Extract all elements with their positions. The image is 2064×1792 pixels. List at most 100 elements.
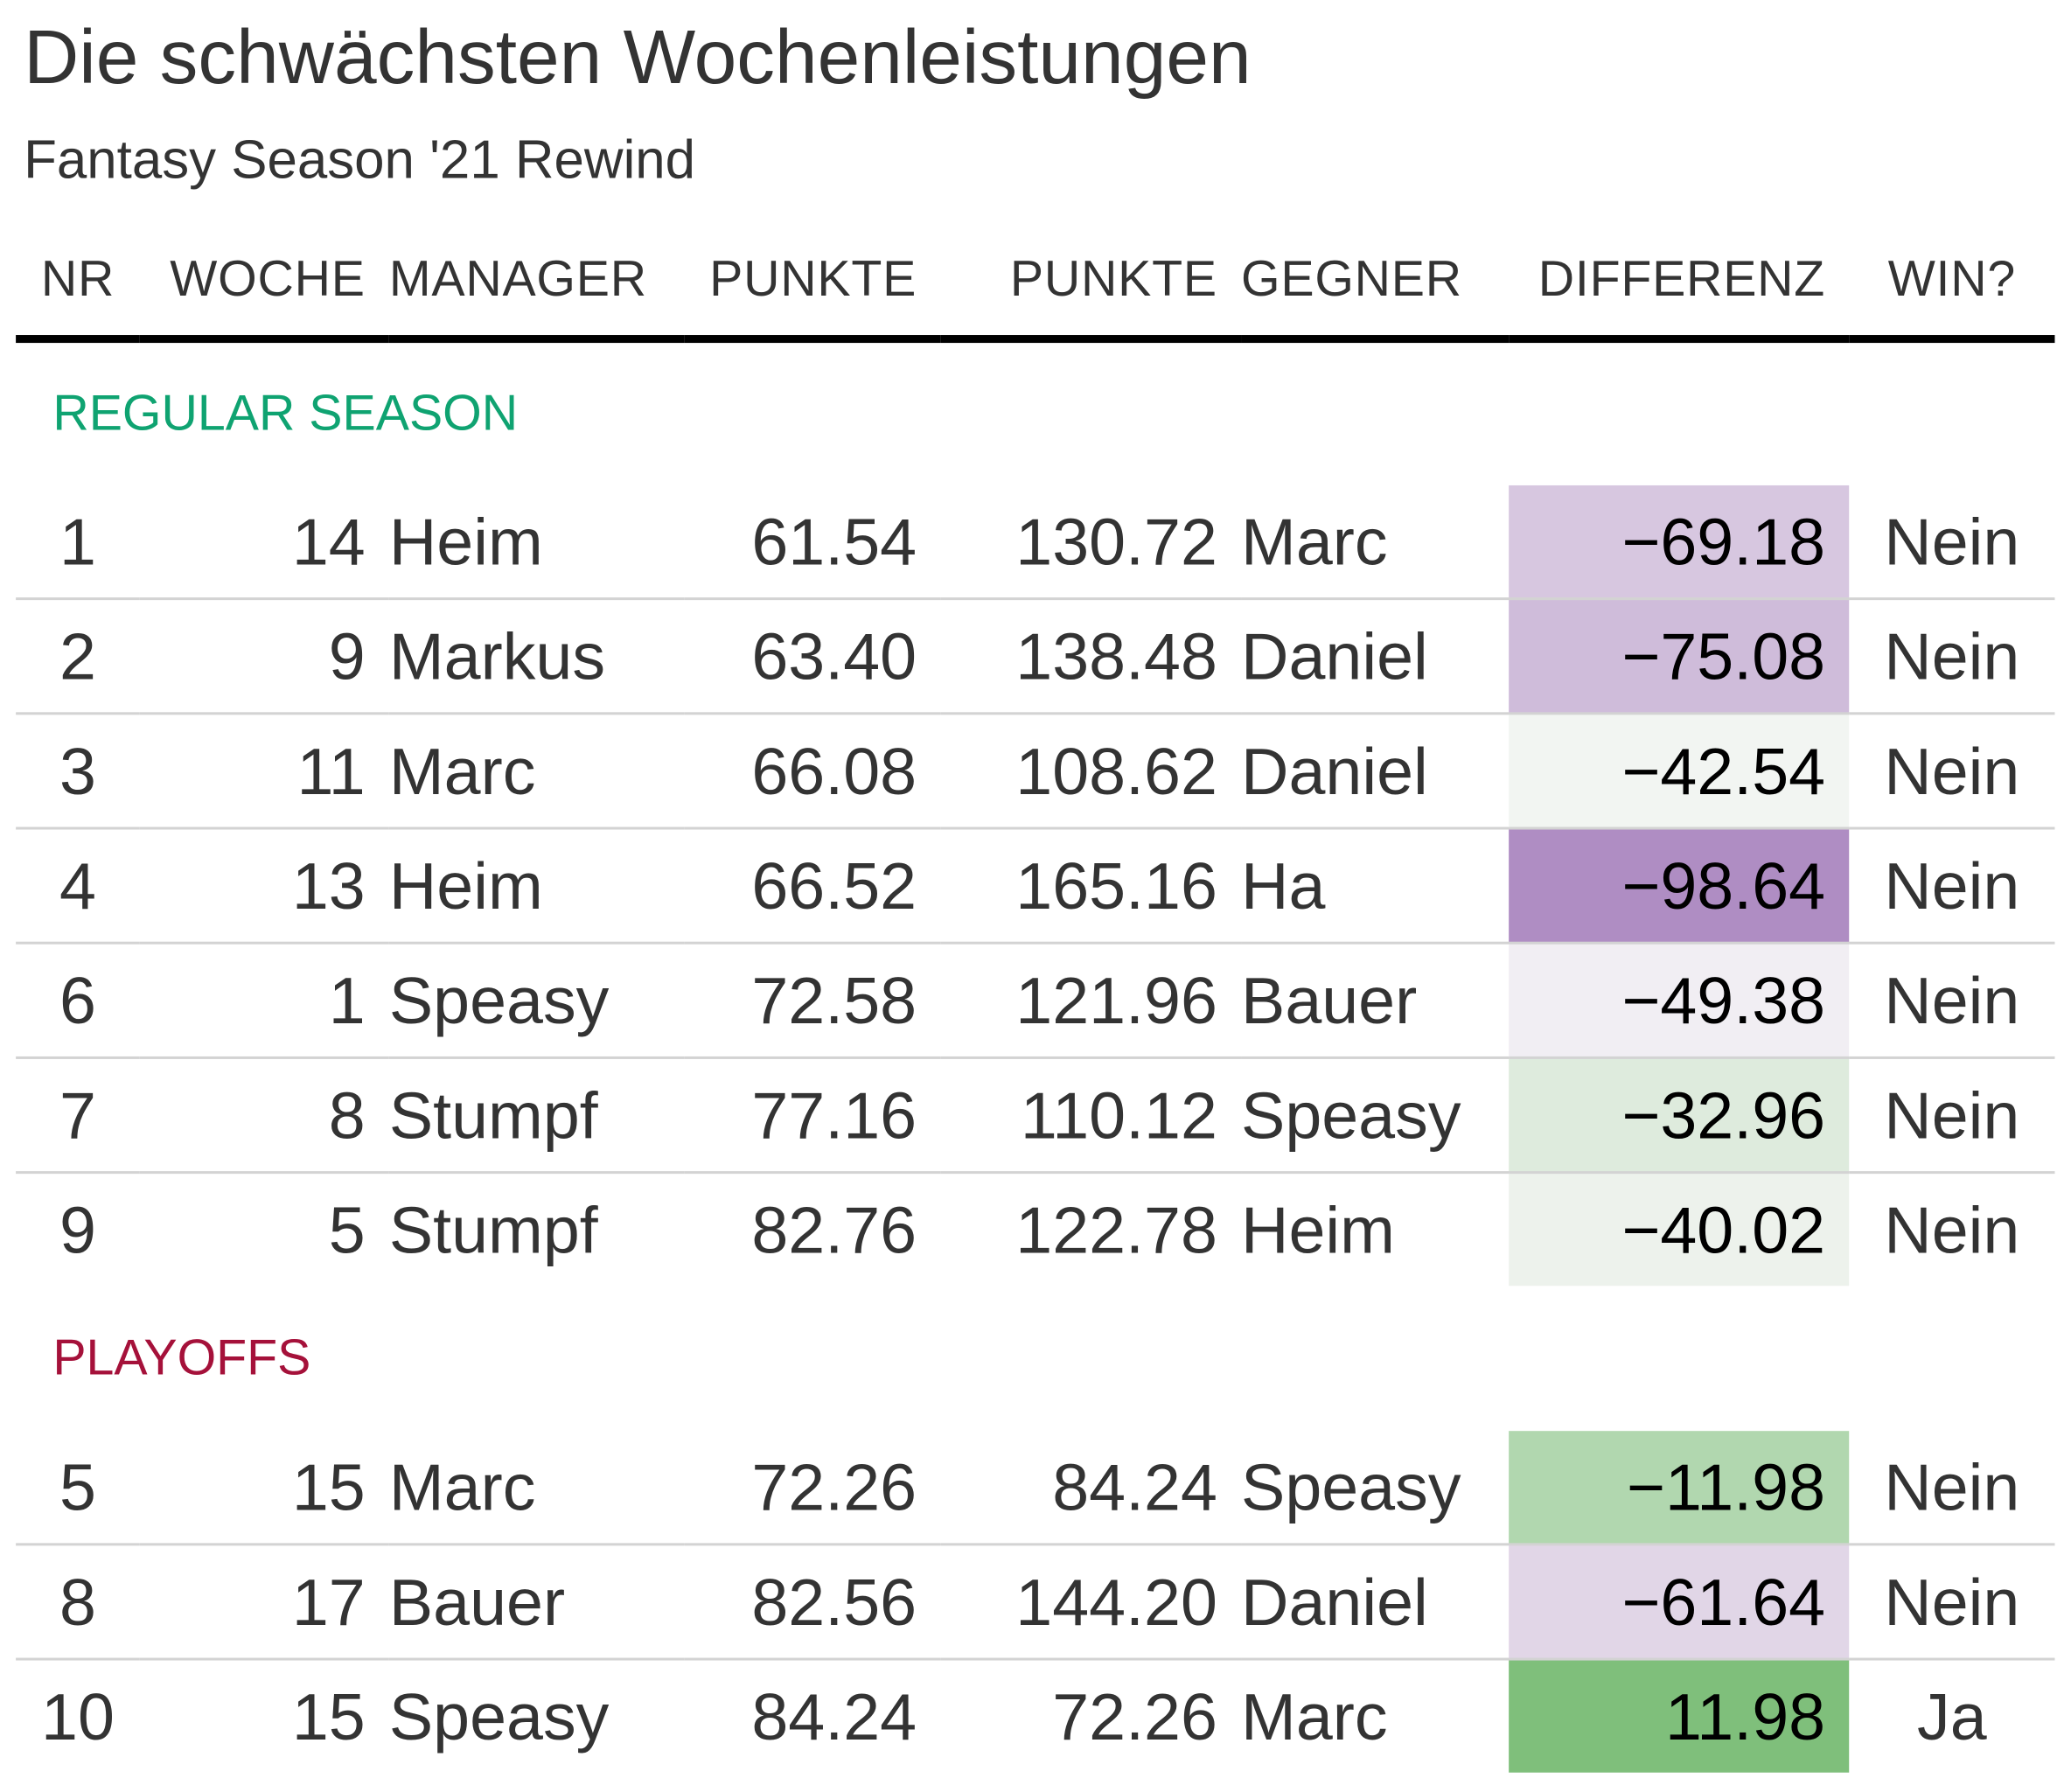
cell-win: Nein [1849,485,2055,601]
column-header-woche: WOCHE [139,224,389,344]
cell-gegner: Speasy [1241,1057,1510,1175]
cell-punkte-gegner: 122.78 [1015,1192,1217,1267]
cell-woche: 13 [139,828,389,945]
column-header-win: WIN? [1849,224,2055,344]
cell-manager: Marc [388,713,685,830]
data-table: NR WOCHE MANAGER PUNKTE PUNKTE GEGNER DI… [16,224,2055,1773]
cell-punkte: 84.24 [751,1679,917,1754]
column-header-manager: MANAGER [388,224,685,344]
cell-gegner: Marc [1241,1679,1388,1754]
cell-manager: Markus [388,598,685,715]
cell-gegner: Heim [1241,1192,1395,1267]
cell-win: Nein [1849,713,2055,830]
cell-nr: 6 [16,943,140,1059]
cell-punkte-gegner: 165.16 [940,828,1242,945]
cell-punkte-gegner: 138.48 [940,598,1242,715]
cell-punkte: 61.54 [684,485,941,601]
cell-manager: Speasy [388,1679,610,1754]
table-row: 5 15 Marc 72.26 84.24 Speasy −11.98 Nein [16,1431,2055,1546]
cell-gegner: Daniel [1241,598,1510,715]
cell-win: Nein [1849,1431,2055,1546]
cell-punkte-gegner: 108.62 [940,713,1242,830]
cell-differenz: 11.98 [1509,1659,1850,1773]
cell-differenz: −11.98 [1509,1431,1850,1546]
cell-woche: 1 [139,943,389,1059]
table-row: 8 17 Bauer 82.56 144.20 Daniel −61.64 Nein [16,1544,2055,1661]
table-row: 9 5 Stumpf 82.76 122.78 Heim −40.02 Nein [16,1172,2054,1286]
cell-manager: Bauer [388,1544,685,1661]
header-row: NR WOCHE MANAGER PUNKTE PUNKTE GEGNER DI… [16,224,2055,344]
cell-gegner: Daniel [1241,713,1510,830]
column-header-punkte: PUNKTE [684,224,941,344]
table-subtitle: Fantasy Season '21 Rewind [24,129,696,191]
cell-woche: 5 [328,1192,366,1267]
cell-win: Nein [1849,1057,2055,1175]
cell-woche: 17 [139,1544,389,1661]
cell-win: Nein [1884,1192,2020,1267]
cell-differenz: −69.18 [1509,485,1850,601]
column-header-nr: NR [16,224,140,344]
group-header-row: REGULAR SEASON [16,339,2054,485]
cell-manager: Stumpf [388,1057,685,1175]
cell-nr: 8 [16,1544,140,1661]
cell-punkte: 66.08 [684,713,941,830]
cell-punkte-gegner: 84.24 [940,1431,1242,1546]
cell-gegner: Ha [1241,828,1510,945]
column-header-differenz: DIFFERENZ [1509,224,1850,344]
cell-punkte: 72.58 [684,943,941,1059]
cell-gegner: Daniel [1241,1544,1510,1661]
table-row: 10 15 Speasy 84.24 72.26 Marc 11.98 Ja [16,1659,2054,1773]
cell-gegner: Marc [1241,485,1510,601]
table-row: 7 8 Stumpf 77.16 110.12 Speasy −32.96 Nein [16,1057,2055,1175]
table-title: Die schwächsten Wochenleistungen [24,14,1252,101]
cell-woche: 9 [139,598,389,715]
cell-win: Ja [1917,1679,1987,1754]
table-row: 3 11 Marc 66.08 108.62 Daniel −42.54 Nein [16,713,2055,830]
cell-punkte-gegner: 130.72 [940,485,1242,601]
cell-punkte-gegner: 110.12 [940,1057,1242,1175]
table-body: REGULAR SEASON 1 14 Heim 61.54 130.72 Marc −69.… [16,339,2055,1773]
group-label: PLAYOFFS [52,1329,311,1386]
cell-punkte: 66.52 [684,828,941,945]
cell-differenz: −75.08 [1509,598,1850,715]
cell-punkte: 82.76 [751,1192,917,1267]
cell-nr: 2 [16,598,140,715]
table-row: 4 13 Heim 66.52 165.16 Ha −98.64 Nein [16,828,2055,945]
cell-differenz: −40.02 [1509,1172,1850,1286]
cell-gegner: Speasy [1241,1431,1510,1546]
cell-win: Nein [1849,598,2055,715]
cell-differenz: −98.64 [1509,828,1850,945]
cell-nr: 4 [16,828,140,945]
cell-differenz: −32.96 [1509,1057,1850,1175]
group-label: REGULAR SEASON [52,386,519,442]
cell-win: Nein [1849,828,2055,945]
cell-differenz: −49.38 [1509,943,1850,1059]
cell-nr: 5 [16,1431,140,1546]
cell-nr: 7 [16,1057,140,1175]
column-header-gegner: GEGNER [1241,224,1510,344]
cell-woche: 15 [139,1431,389,1546]
cell-punkte-gegner: 121.96 [940,943,1242,1059]
table-row: 6 1 Speasy 72.58 121.96 Bauer −49.38 Nein [16,943,2055,1059]
cell-woche: 8 [139,1057,389,1175]
cell-woche: 14 [139,485,389,601]
cell-nr: 9 [59,1192,96,1267]
cell-win: Nein [1849,1544,2055,1661]
cell-differenz: −42.54 [1509,713,1850,830]
cell-manager: Heim [388,828,685,945]
cell-woche: 15 [291,1679,366,1754]
cell-differenz: −61.64 [1509,1544,1850,1661]
cell-punkte: 82.56 [684,1544,941,1661]
column-header-punkte-gegner: PUNKTE [940,224,1242,344]
cell-punkte-gegner: 144.20 [940,1544,1242,1661]
table-row: 2 9 Markus 63.40 138.48 Daniel −75.08 Nein [16,598,2055,715]
cell-manager: Marc [388,1431,685,1546]
cell-manager: Heim [388,485,685,601]
cell-woche: 11 [139,713,389,830]
cell-manager: Stumpf [388,1192,598,1267]
table-row: 1 14 Heim 61.54 130.72 Marc −69.18 Nein [16,485,2055,601]
cell-punkte: 63.40 [684,598,941,715]
group-header-row: PLAYOFFS [16,1286,2054,1431]
cell-manager: Speasy [388,943,685,1059]
cell-win: Nein [1849,943,2055,1059]
